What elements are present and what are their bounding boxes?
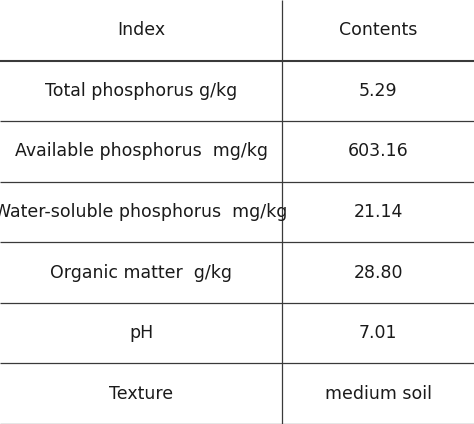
Text: Contents: Contents bbox=[339, 21, 417, 39]
Text: 603.16: 603.16 bbox=[347, 142, 409, 160]
Text: Organic matter  g/kg: Organic matter g/kg bbox=[50, 264, 232, 282]
Text: Total phosphorus g/kg: Total phosphorus g/kg bbox=[45, 82, 237, 100]
Text: 5.29: 5.29 bbox=[359, 82, 397, 100]
Text: Index: Index bbox=[117, 21, 165, 39]
Text: 28.80: 28.80 bbox=[353, 264, 403, 282]
Text: pH: pH bbox=[129, 324, 153, 342]
Text: 7.01: 7.01 bbox=[359, 324, 397, 342]
Text: Texture: Texture bbox=[109, 385, 173, 403]
Text: medium soil: medium soil bbox=[325, 385, 431, 403]
Text: Available phosphorus  mg/kg: Available phosphorus mg/kg bbox=[15, 142, 267, 160]
Text: Water-soluble phosphorus  mg/kg: Water-soluble phosphorus mg/kg bbox=[0, 203, 288, 221]
Text: 21.14: 21.14 bbox=[353, 203, 403, 221]
